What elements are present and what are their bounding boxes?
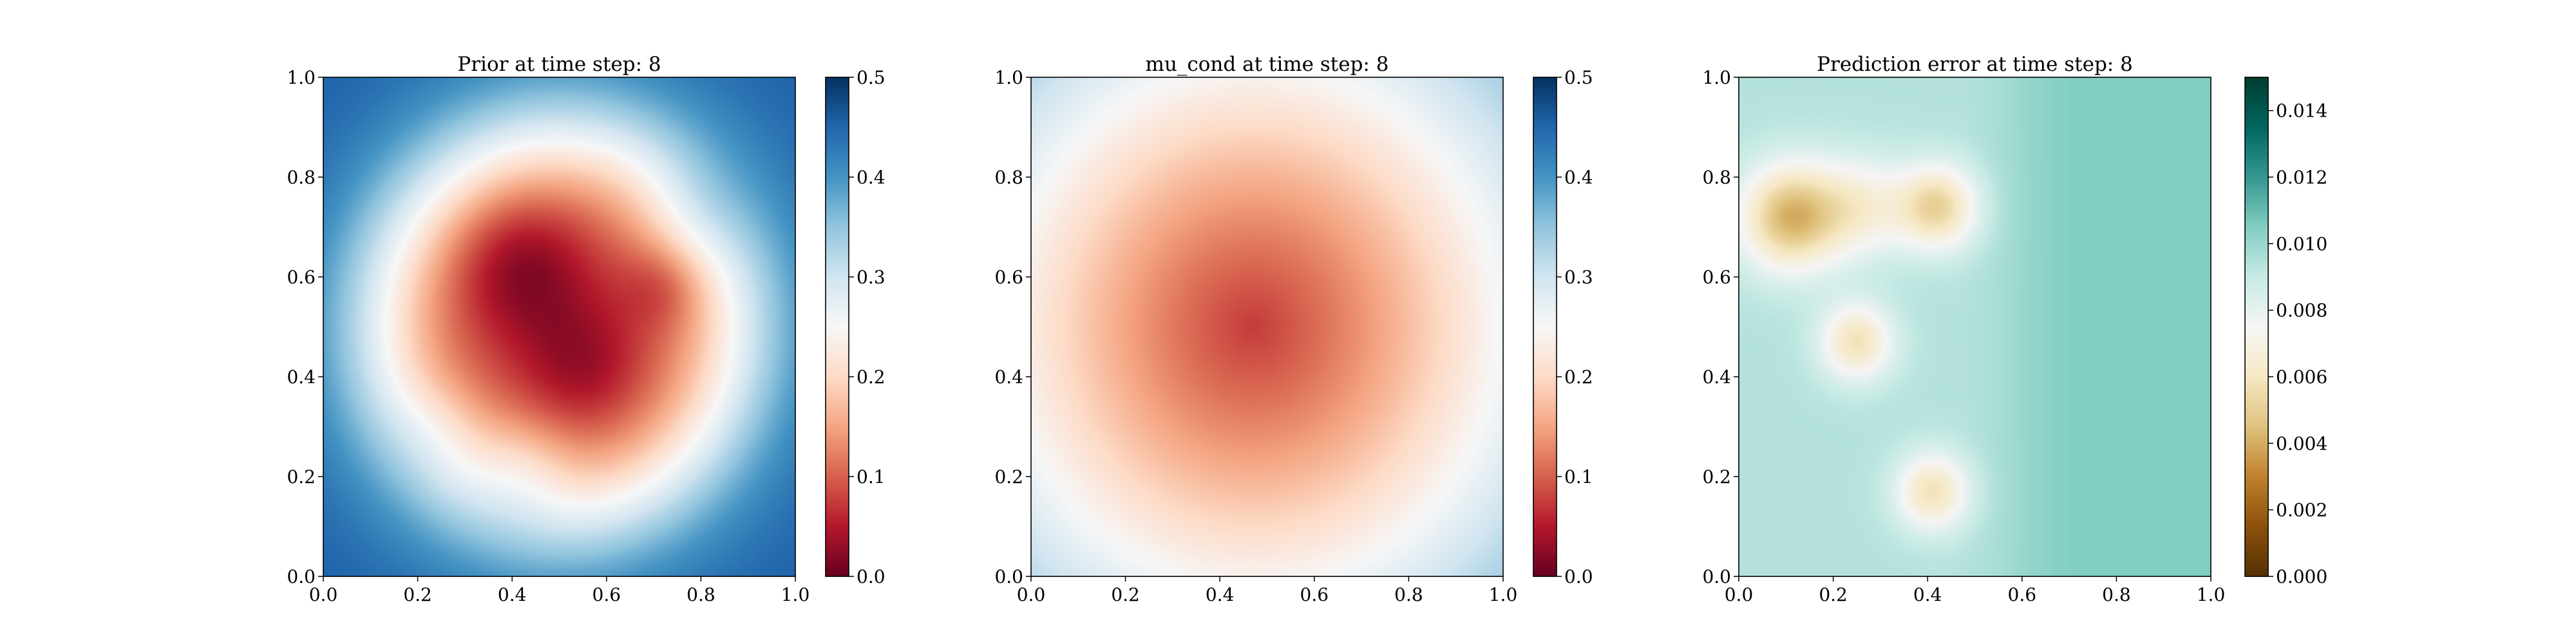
y-tick-label: 0.2 [1702,466,1731,488]
heatmap-image [1739,77,2211,576]
x-tick-label: 0.2 [1111,584,1140,605]
colorbar-tick-label: 0.014 [2276,100,2327,122]
colorbar-tick-label: 0.2 [857,366,886,388]
colorbar-tick-label: 0.0 [1564,566,1593,587]
colorbar-tick-label: 0.008 [2276,300,2327,321]
x-tick-label: 1.0 [781,584,810,605]
x-tick-label: 0.8 [1394,584,1423,605]
y-tick-label: 0.2 [287,466,316,488]
y-tick-label: 0.0 [1702,566,1731,587]
chart-title: mu_cond at time step: 8 [1146,53,1389,76]
x-tick-label: 0.0 [309,584,338,605]
colorbar [1533,77,1557,577]
x-tick-label: 0.8 [687,584,715,605]
x-tick-label: 0.2 [1819,584,1848,605]
y-tick-label: 0.6 [287,267,316,288]
x-tick-label: 0.6 [1300,584,1329,605]
colorbar [2244,77,2269,577]
colorbar-tick-label: 0.3 [1564,267,1593,288]
x-tick-label: 0.4 [1913,584,1942,605]
y-tick-label: 0.6 [1702,267,1731,288]
colorbar-tick-label: 0.3 [857,267,886,288]
x-tick-label: 0.6 [2008,584,2037,605]
y-tick-label: 0.6 [994,267,1023,288]
colorbar-tick-label: 0.002 [2276,500,2327,521]
x-tick-label: 1.0 [1489,584,1518,605]
chart-panel-1: Prior at time step: 8 0.0 0.2 0.4 0.6 0.8 1.0 0… [287,53,885,605]
y-tick-label: 0.8 [994,167,1023,188]
colorbar-tick-label: 0.004 [2276,433,2327,454]
colorbar-tick-label: 0.5 [857,67,886,88]
colorbar-tick-label: 0.012 [2276,167,2327,188]
y-tick-label: 1.0 [287,67,316,88]
y-tick-label: 1.0 [994,67,1023,88]
x-tick-label: 0.6 [592,584,621,605]
y-tick-label: 0.4 [287,366,316,388]
y-tick-label: 0.4 [994,366,1023,388]
chart-title: Prediction error at time step: 8 [1817,53,2133,76]
colorbar-tick-label: 0.006 [2276,366,2327,388]
x-tick-label: 0.4 [1206,584,1235,605]
x-tick-label: 0.0 [1725,584,1754,605]
plot-frame [323,77,796,577]
x-tick-label: 1.0 [2197,584,2226,605]
y-tick-label: 0.8 [1702,167,1731,188]
x-tick-label: 0.4 [498,584,527,605]
y-tick-label: 0.2 [994,466,1023,488]
x-tick-label: 0.8 [2102,584,2131,605]
colorbar-tick-label: 0.2 [1564,366,1593,388]
chart-title: Prior at time step: 8 [457,53,661,76]
heatmap-image [323,77,795,576]
colorbar-tick-label: 0.5 [1564,67,1593,88]
colorbar-tick-label: 0.000 [2276,566,2327,587]
colorbar-tick-label: 0.0 [857,566,886,587]
x-tick-label: 0.0 [1017,584,1046,605]
x-tick-label: 0.2 [403,584,432,605]
y-tick-label: 1.0 [1702,67,1731,88]
plot-frame [1030,77,1504,577]
plot-frame [1738,77,2211,577]
colorbar-tick-label: 0.010 [2276,233,2327,254]
heatmap-image [1031,77,1503,576]
chart-panel-2: mu_cond at time step: 8 0.0 0.2 0.4 0.6 0.8 1.… [994,53,1593,605]
colorbar-tick-label: 0.1 [1564,466,1593,488]
colorbar [825,77,849,577]
y-tick-label: 0.8 [287,167,316,188]
chart-panel-3: Prediction error at time step: 8 0.0 0.2 0.… [1702,53,2327,605]
y-tick-label: 0.0 [994,566,1023,587]
colorbar-tick-label: 0.4 [1564,167,1593,188]
colorbar-tick-label: 0.4 [857,167,886,188]
y-tick-label: 0.4 [1702,366,1731,388]
y-tick-label: 0.0 [287,566,316,587]
colorbar-tick-label: 0.1 [857,466,886,488]
